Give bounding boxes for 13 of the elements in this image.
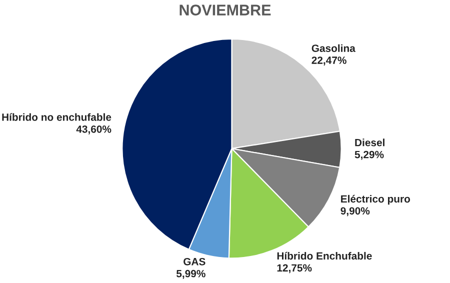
data-label: 12,75% bbox=[277, 264, 312, 274]
chart-title: NOVIEMBRE bbox=[180, 4, 271, 16]
data-label: 22,47% bbox=[312, 56, 346, 66]
data-label: 9,90% bbox=[340, 207, 370, 216]
slice-label: Eléctrico puro bbox=[341, 194, 410, 205]
data-label: 5,99% bbox=[176, 270, 206, 279]
slice-label: Gasolina bbox=[312, 44, 356, 52]
slice-label: Híbrido no enchufable bbox=[2, 113, 112, 121]
data-label: 5,29% bbox=[354, 150, 384, 160]
slice-label: Híbrido Enchufable bbox=[277, 252, 372, 260]
slice-label: GAS bbox=[184, 258, 206, 266]
slice-label: Diesel bbox=[355, 138, 384, 146]
data-label: 43,60% bbox=[76, 125, 112, 134]
